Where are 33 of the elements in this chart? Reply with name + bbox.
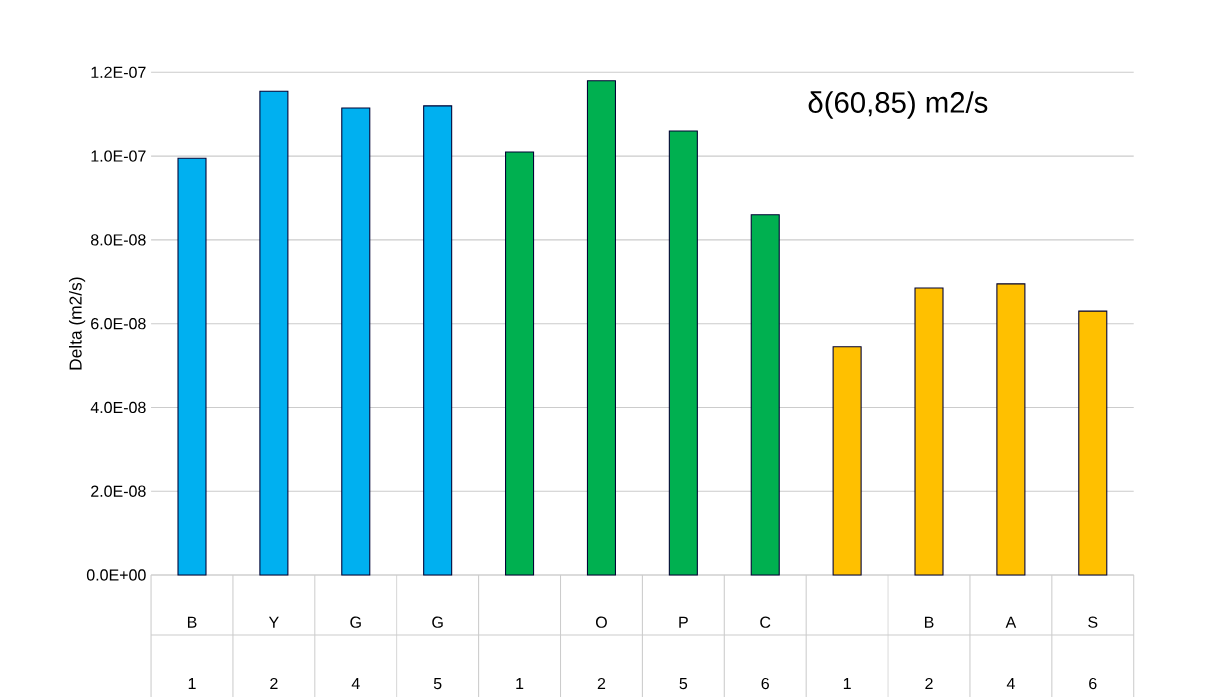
y-tick-label: 2.0E-08 [91,485,146,497]
y-tick-label: 1.0E-07 [91,150,146,162]
category-label: P 5 [679,616,688,690]
y-tick-label: 4.0E-08 [90,401,146,414]
bar [586,80,616,576]
bar [259,90,289,576]
category-label: S 6 [1088,616,1098,690]
x-tick-label: 1 [516,678,524,690]
bar [996,283,1026,576]
bar [914,287,944,576]
category-label: Y 2 [268,616,279,690]
bar [1078,310,1108,576]
y-axis-title: Delta (m2/s) [68,277,86,370]
category-label: C 6 [760,616,771,690]
bar [668,130,698,576]
y-tick-label: 8.0E-08 [91,234,146,246]
y-tick-label: 0.0E+00 [86,569,146,581]
bar [423,105,453,576]
text: δ(60,85) m2/s [808,91,988,119]
category-label: A 4 [1005,616,1017,690]
bar [341,107,371,576]
bar [750,214,780,576]
y-tick-label: 6.0E-08 [91,318,146,330]
bar [505,151,535,576]
category-label: G 4 [350,616,361,690]
x-tick-label: 1 [843,678,851,690]
bar [177,157,207,576]
category-label: O 2 [595,616,607,690]
category-label: B 1 [187,616,197,690]
y-tick-label: 1.2E-07 [91,66,146,78]
category-label: G 5 [432,616,443,690]
bar [832,346,862,576]
category-label: B 2 [924,616,934,690]
